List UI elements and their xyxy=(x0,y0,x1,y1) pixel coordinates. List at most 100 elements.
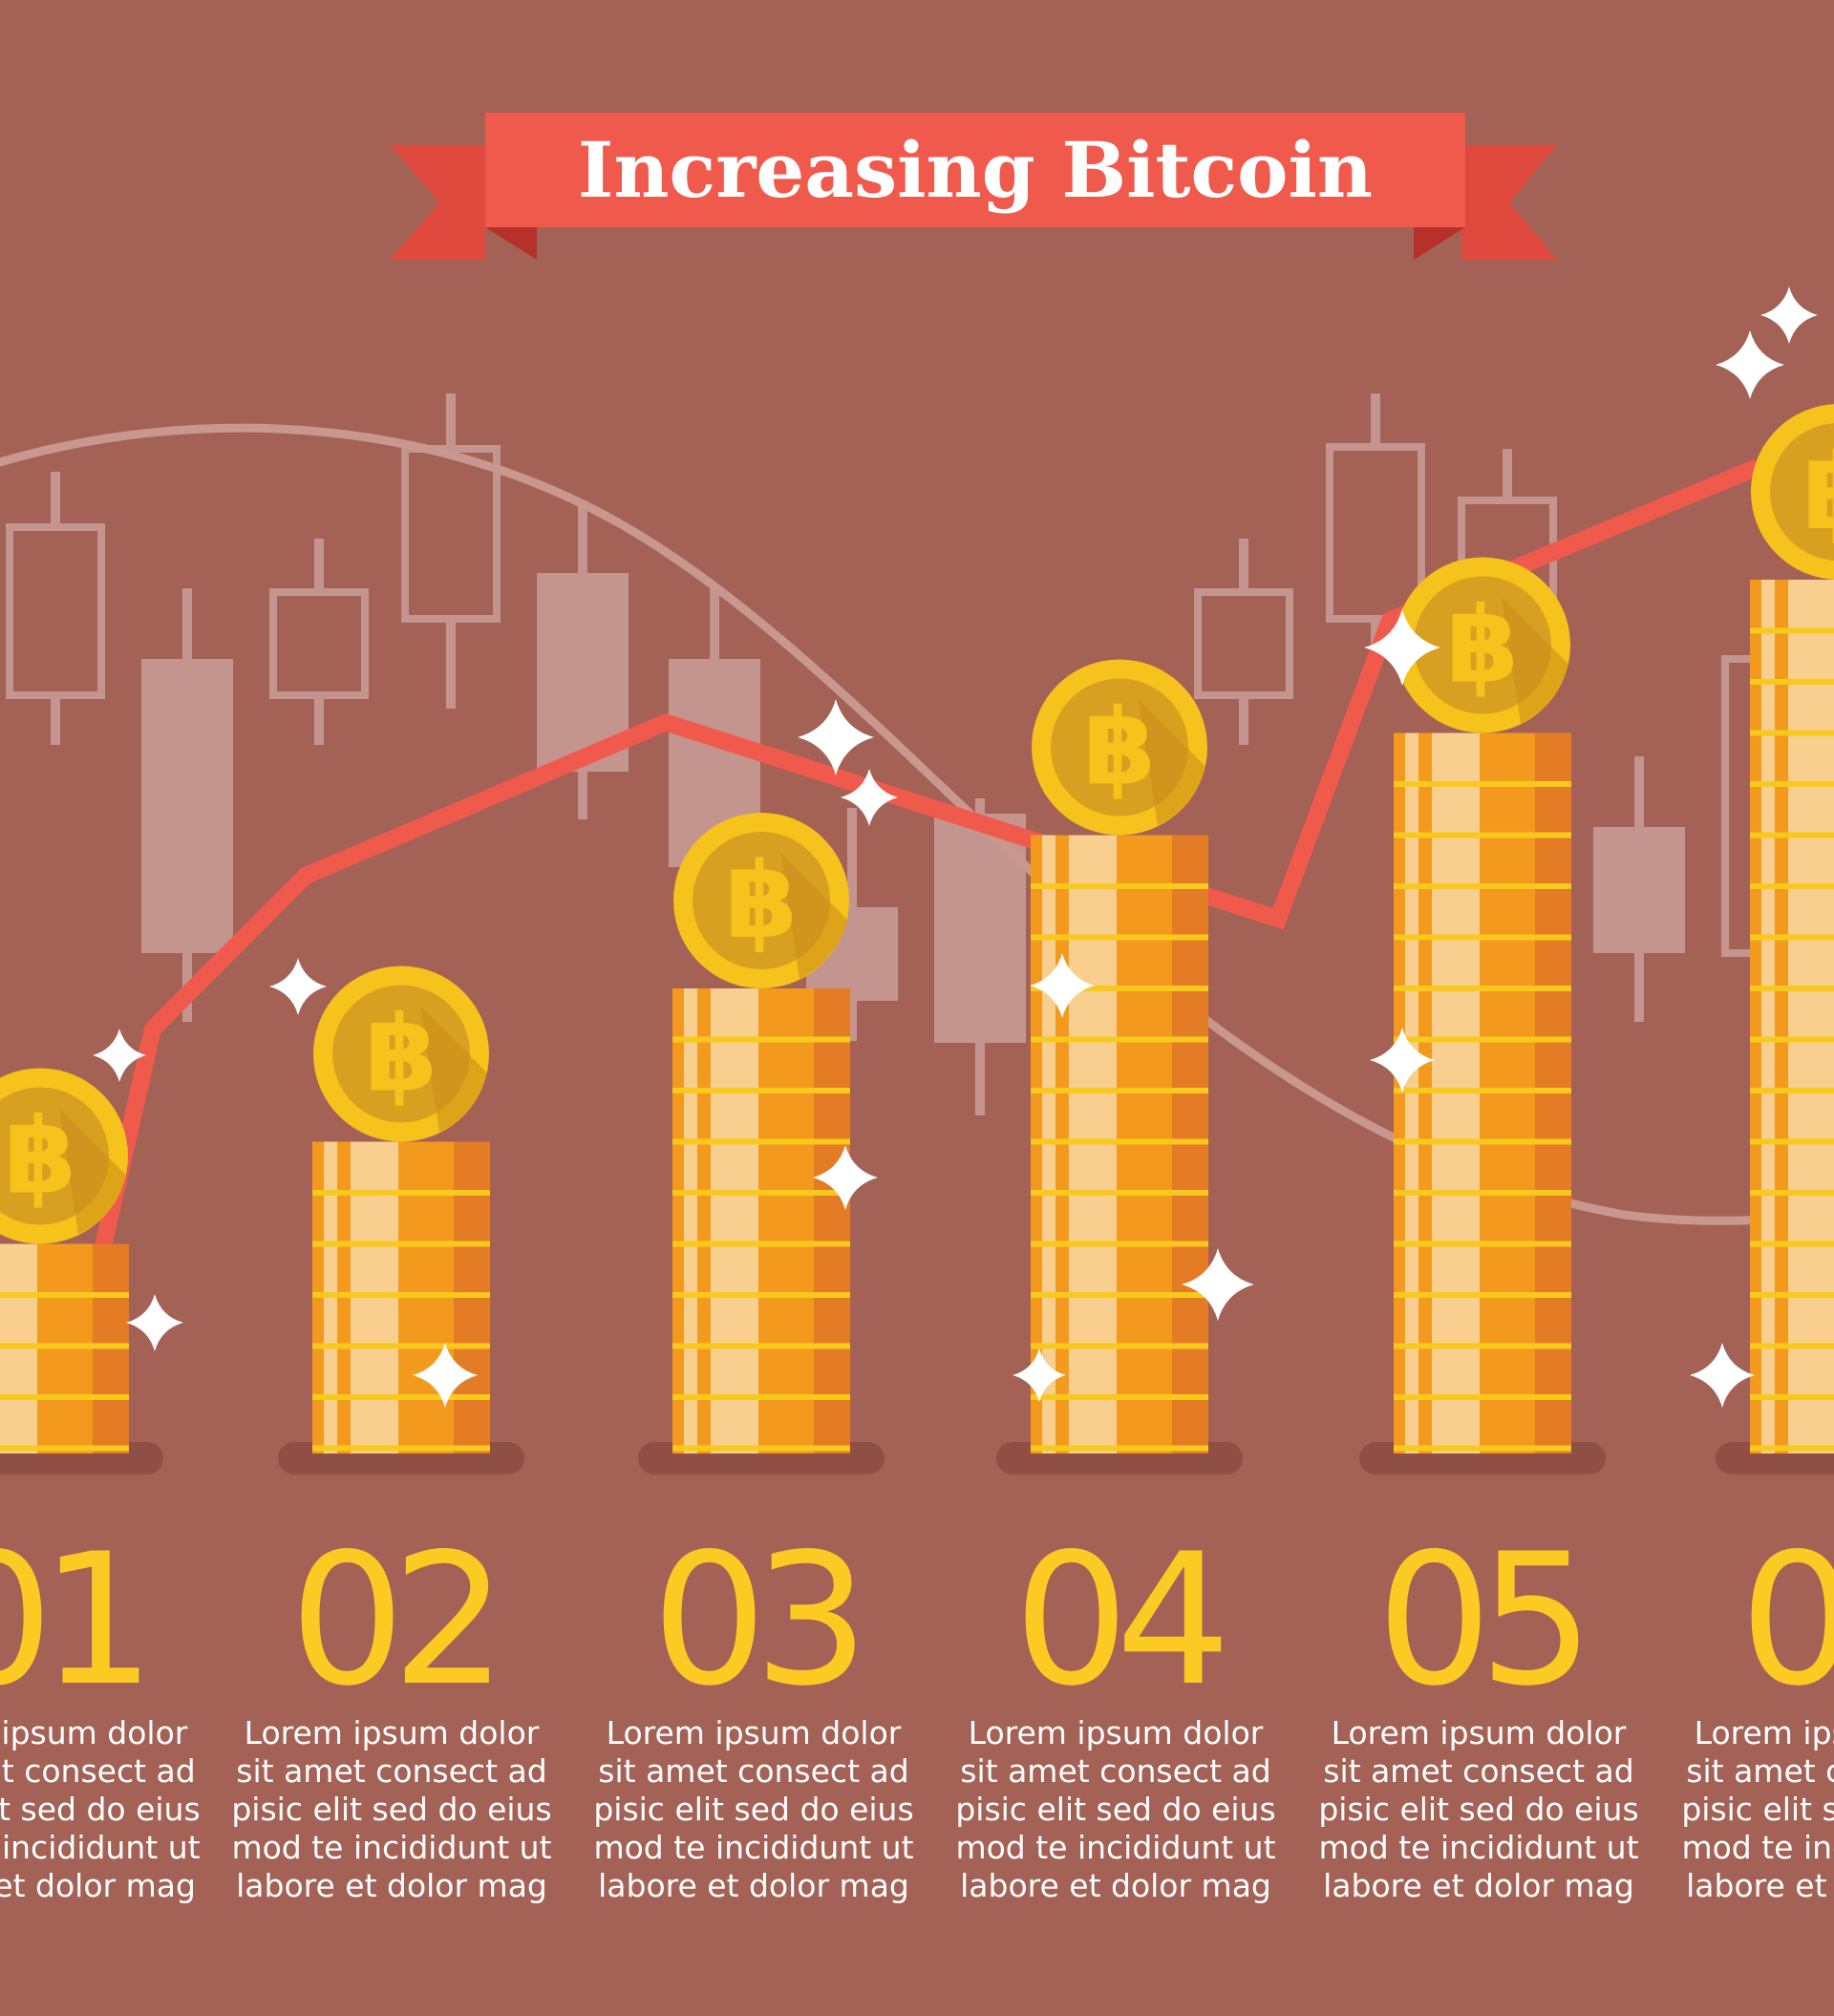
coin-separator xyxy=(672,1190,850,1196)
coin-stack-bar: ฿ xyxy=(1359,557,1606,1475)
coin-separator xyxy=(312,1292,490,1298)
bitcoin-symbol: ฿ xyxy=(1446,584,1520,707)
coin-stack-bar: ฿ xyxy=(638,813,885,1475)
step-description-line: sit amet consect ad xyxy=(1686,1752,1834,1790)
coin-separator xyxy=(1750,1445,1834,1452)
bitcoin-symbol: ฿ xyxy=(725,839,799,962)
candle-body xyxy=(6,523,105,699)
coin-separator xyxy=(0,1343,129,1349)
step-number: 02 xyxy=(289,1515,494,1726)
candlestick xyxy=(141,588,233,1022)
coin-separator xyxy=(1750,883,1834,889)
step-number: 01 xyxy=(0,1515,142,1726)
sparkle-icon xyxy=(1690,1343,1755,1408)
bitcoin-symbol: ฿ xyxy=(1083,687,1157,809)
bitcoin-icon: ฿ xyxy=(1032,659,1207,836)
step-description-line: Lorem ipsum dolor xyxy=(0,1714,188,1751)
candle-body xyxy=(401,445,501,623)
coin-stack-bar: ฿ xyxy=(996,659,1243,1475)
sparkle-icon xyxy=(1030,953,1095,1018)
sparkles xyxy=(93,286,1818,1408)
coin-separator xyxy=(1394,1292,1571,1298)
coin-shadow xyxy=(1139,699,1205,826)
sparkle-icon xyxy=(126,1294,183,1351)
coin-separator xyxy=(1394,1138,1571,1145)
step-description-line: mod te incididunt ut xyxy=(955,1829,1275,1866)
coin-separator xyxy=(0,1445,129,1452)
sparkle-icon xyxy=(269,958,327,1015)
stack-highlight xyxy=(1788,580,1834,1454)
bitcoin-symbol: ฿ xyxy=(4,1095,77,1218)
step-description-line: sit amet consect ad xyxy=(236,1752,546,1790)
sparkle-icon xyxy=(813,1145,878,1210)
step-description-line: pisic elit sed do eius xyxy=(231,1791,551,1828)
coin-separator xyxy=(1394,832,1571,838)
coin-separator xyxy=(0,1394,129,1400)
coin-separator xyxy=(1394,1343,1571,1349)
ribbon-tail-right xyxy=(1461,145,1557,260)
step-number: 05 xyxy=(1376,1515,1581,1726)
coin-separator xyxy=(312,1343,490,1349)
bitcoin-icon: ฿ xyxy=(0,1068,128,1244)
coin-separator xyxy=(1750,986,1834,991)
step-description-line: mod te incididunt ut xyxy=(1681,1829,1834,1866)
candlestick xyxy=(1194,539,1293,745)
coin-separator xyxy=(672,1241,850,1247)
sparkle-icon xyxy=(1370,1028,1435,1093)
sparkle-icon xyxy=(93,1029,146,1082)
coin-separator xyxy=(1394,934,1571,941)
candle-body xyxy=(269,588,369,699)
wave-line xyxy=(0,423,1834,1225)
step-description-line: sit amet consect ad xyxy=(0,1752,196,1790)
coin-face xyxy=(1770,423,1834,561)
step-number: 06 xyxy=(1739,1515,1834,1726)
coin-shadow xyxy=(1502,597,1568,724)
step-description-line: pisic elit sed do eius xyxy=(1318,1791,1638,1828)
coin-separator xyxy=(1750,781,1834,787)
step-description-line: Lorem ipsum dolor xyxy=(607,1714,902,1751)
coin-separator xyxy=(1394,1190,1571,1196)
stack-edge xyxy=(814,988,850,1454)
sparkle-icon xyxy=(1364,609,1440,686)
coin-separator xyxy=(1031,1036,1208,1043)
step-description-line: Lorem ipsum dolor xyxy=(1332,1714,1627,1751)
step-number: 04 xyxy=(1013,1515,1222,1726)
step-description-line: labore et dolor mag xyxy=(598,1867,909,1904)
coin-shadow xyxy=(59,1108,126,1235)
bitcoin-icon: ฿ xyxy=(1751,404,1834,580)
title-ribbon: Increasing Bitcoin xyxy=(390,113,1557,260)
step-description-line: labore et dolor mag xyxy=(236,1867,547,1904)
coin-separator xyxy=(1031,986,1208,991)
bitcoin-icon: ฿ xyxy=(313,966,489,1142)
coin-stacks: ฿฿฿฿฿฿ xyxy=(0,404,1834,1475)
coin-separator xyxy=(1031,1445,1208,1452)
candlestick xyxy=(1593,756,1685,1022)
bitcoin-icon: ฿ xyxy=(673,813,849,988)
coin-separator xyxy=(1750,1190,1834,1196)
coin-separator xyxy=(1750,1088,1834,1093)
ribbon-fold-left xyxy=(485,227,537,260)
bitcoin-symbol: ฿ xyxy=(365,993,438,1115)
candlestick xyxy=(401,393,501,709)
coin-separator xyxy=(672,1088,850,1093)
step-description-line: labore et dolor mag xyxy=(0,1867,196,1904)
coin-separator xyxy=(1031,1241,1208,1247)
coin-separator xyxy=(1394,1088,1571,1093)
sparkle-icon xyxy=(413,1343,478,1408)
coin-separator xyxy=(672,1036,850,1043)
candle-body xyxy=(1194,588,1293,699)
coin-shadow xyxy=(780,853,847,979)
coin-separator xyxy=(672,1445,850,1452)
bitcoin-symbol: ฿ xyxy=(1802,431,1834,553)
coin-separator xyxy=(1031,1343,1208,1349)
step-description-line: labore et dolor mag xyxy=(1686,1867,1834,1904)
coin-separator xyxy=(672,1343,850,1349)
sparkle-icon xyxy=(841,769,898,826)
